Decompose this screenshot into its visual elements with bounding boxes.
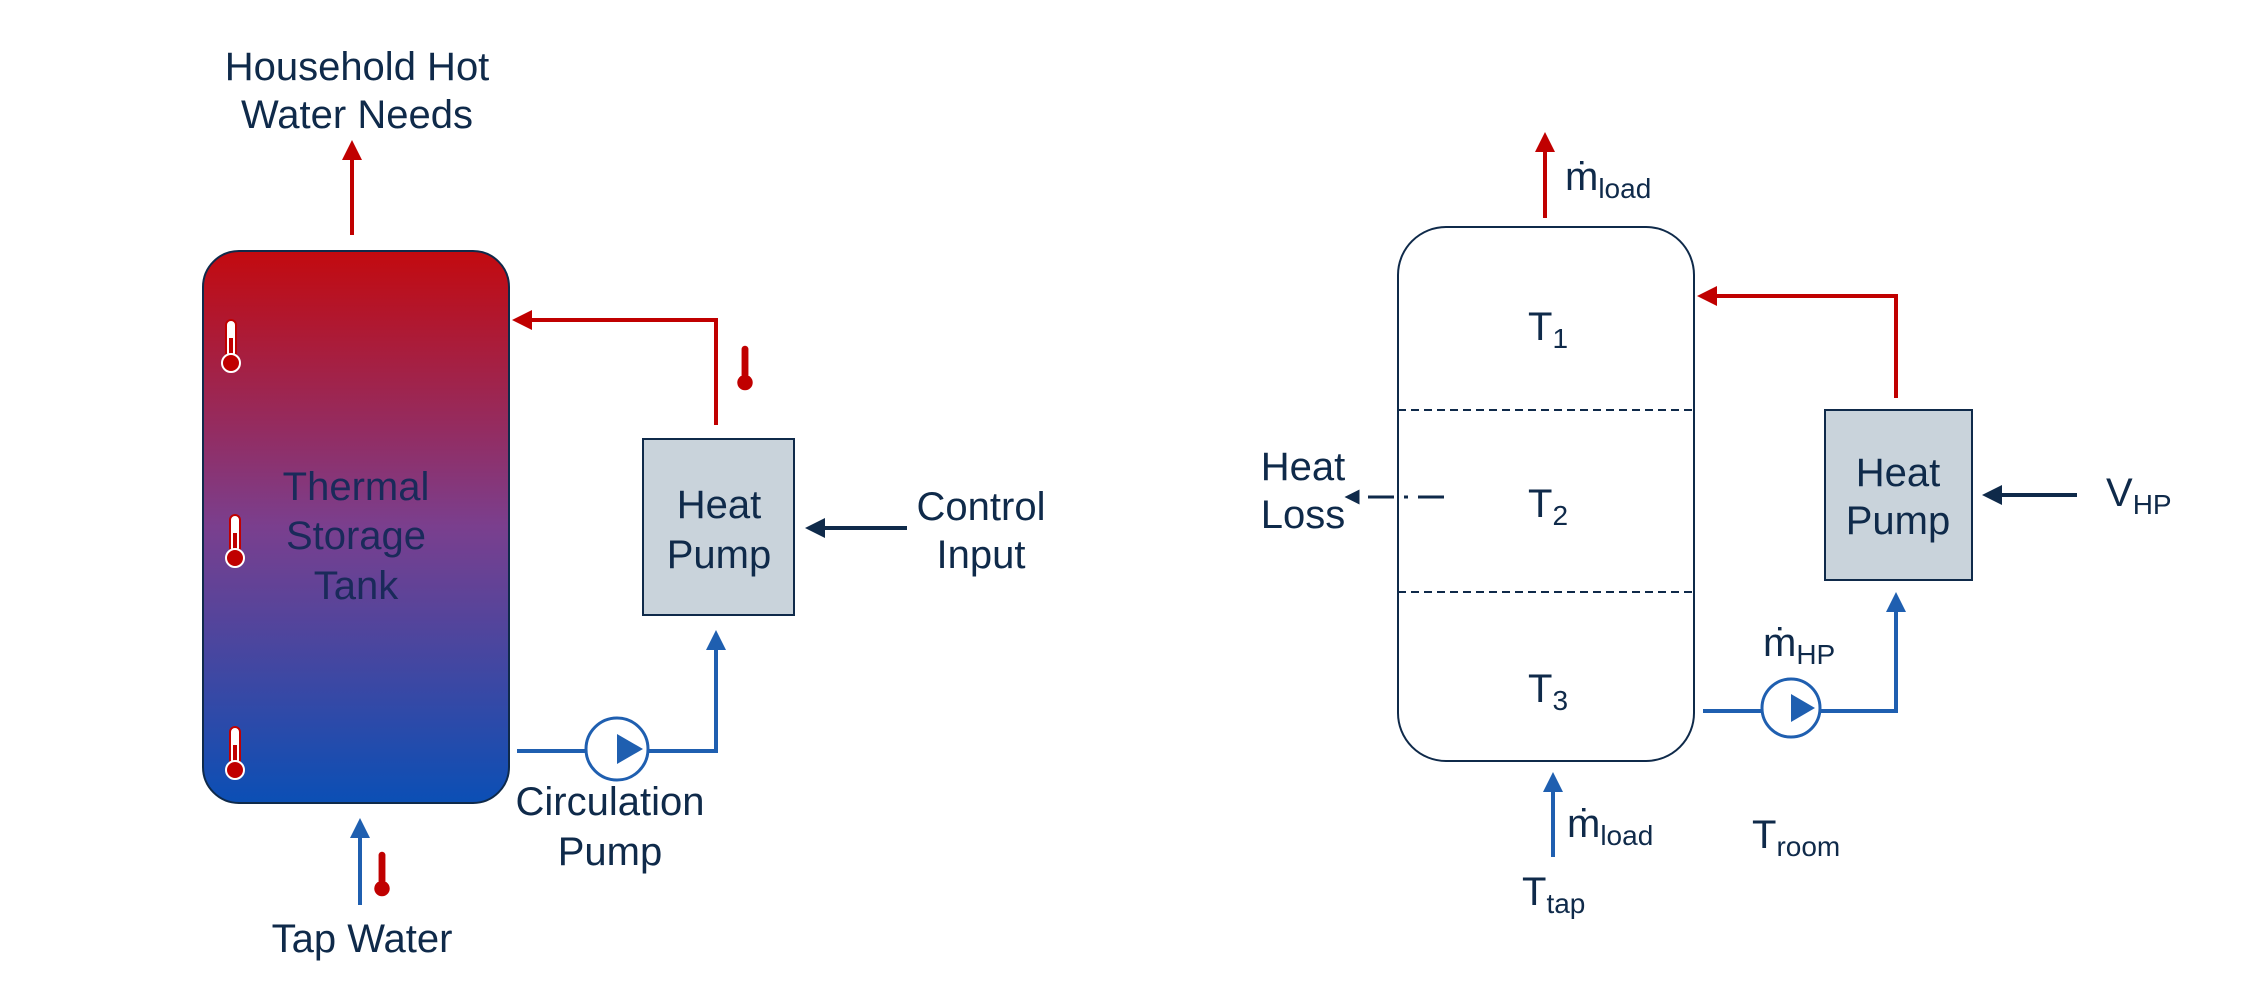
tank-label-line1: Thermal	[283, 465, 430, 509]
left-diagram: Household Hot Water Needs Thermal Storag…	[202, 45, 1046, 961]
m-dot-load-top-label: ṁload	[1565, 155, 1651, 204]
thermal-storage-tank	[202, 250, 510, 804]
heat-pump-label-line2: Pump	[667, 533, 772, 577]
t-tap-label: Ttap	[1522, 870, 1585, 919]
heat-pump-right-label-line1: Heat	[1856, 451, 1941, 495]
t3-label: T3	[1528, 667, 1568, 716]
t2-label: T2	[1528, 482, 1568, 531]
thermometer-icon	[374, 851, 390, 897]
heat-pump-label-line1: Heat	[677, 483, 762, 527]
tap-water-label: Tap Water	[272, 917, 453, 961]
heat-loss-label-line1: Heat	[1261, 445, 1346, 489]
tank-label-line2: Storage	[286, 514, 426, 558]
household-label-line2: Water Needs	[241, 93, 473, 137]
m-dot-hp-label: ṁHP	[1763, 621, 1835, 670]
household-label-line1: Household Hot	[225, 45, 490, 89]
stratified-tank	[1397, 226, 1695, 762]
heat-pump-box	[642, 438, 795, 616]
control-input-label-line2: Input	[937, 533, 1026, 577]
tank-label-line3: Tank	[314, 564, 399, 608]
right-diagram: ṁload T1 T2 T3 Heat Loss Heat Pump VHP ṁ…	[1261, 132, 2172, 919]
hot-return-pipe-right	[1697, 286, 1898, 398]
circulation-pump-label-line2: Pump	[558, 830, 663, 874]
heat-pump-right-label-line2: Pump	[1846, 499, 1951, 543]
circulation-pump-right-icon	[1760, 677, 1822, 739]
circulation-pump-label-line1: Circulation	[516, 780, 705, 824]
control-input-label-line1: Control	[917, 485, 1046, 529]
thermometer-icon	[737, 345, 753, 391]
cold-circulation-pipe	[517, 630, 726, 753]
t-room-label: Troom	[1752, 813, 1840, 862]
heat-loss-label-line2: Loss	[1261, 493, 1346, 537]
heat-pump-box-right	[1824, 409, 1973, 581]
hot-return-pipe	[512, 310, 718, 425]
circulation-pump-icon	[584, 716, 650, 782]
t1-label: T1	[1528, 305, 1568, 354]
m-dot-load-bottom-label: ṁload	[1567, 802, 1653, 851]
v-hp-label: VHP	[2106, 471, 2172, 520]
